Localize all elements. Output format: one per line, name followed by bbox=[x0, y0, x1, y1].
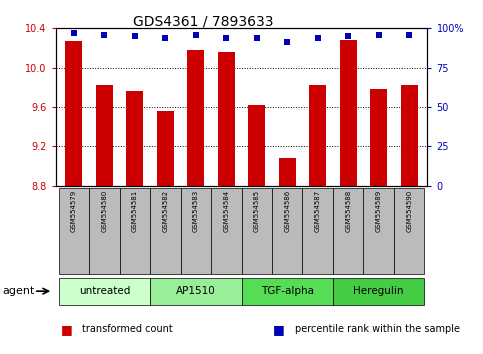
Text: GSM554579: GSM554579 bbox=[71, 190, 77, 233]
Point bbox=[222, 35, 230, 41]
Bar bbox=[181, 188, 211, 274]
Point bbox=[161, 35, 169, 41]
Bar bbox=[150, 188, 181, 274]
Bar bbox=[127, 91, 143, 186]
Text: GSM554587: GSM554587 bbox=[315, 190, 321, 233]
Text: GSM554586: GSM554586 bbox=[284, 190, 290, 233]
Point bbox=[375, 32, 383, 38]
Text: Heregulin: Heregulin bbox=[354, 286, 404, 296]
Text: GSM554589: GSM554589 bbox=[376, 190, 382, 233]
Bar bbox=[242, 278, 333, 305]
Text: GSM554590: GSM554590 bbox=[406, 190, 412, 233]
Bar bbox=[248, 105, 265, 186]
Text: untreated: untreated bbox=[79, 286, 130, 296]
Bar bbox=[340, 40, 356, 186]
Bar bbox=[96, 85, 113, 186]
Bar bbox=[211, 188, 242, 274]
Point bbox=[344, 33, 352, 39]
Bar bbox=[370, 89, 387, 186]
Text: ■: ■ bbox=[60, 323, 72, 336]
Point bbox=[314, 35, 322, 41]
Point bbox=[192, 32, 199, 38]
Text: TGF-alpha: TGF-alpha bbox=[261, 286, 314, 296]
Bar bbox=[89, 188, 120, 274]
Bar bbox=[157, 111, 174, 186]
Text: GSM554584: GSM554584 bbox=[223, 190, 229, 232]
Text: agent: agent bbox=[2, 286, 35, 296]
Bar bbox=[187, 50, 204, 186]
Text: GSM554585: GSM554585 bbox=[254, 190, 260, 232]
Bar bbox=[279, 158, 296, 186]
Bar bbox=[58, 278, 150, 305]
Text: GSM554588: GSM554588 bbox=[345, 190, 351, 233]
Bar bbox=[150, 278, 242, 305]
Text: AP1510: AP1510 bbox=[176, 286, 215, 296]
Text: ■: ■ bbox=[273, 323, 284, 336]
Bar bbox=[363, 188, 394, 274]
Point bbox=[70, 30, 78, 36]
Bar bbox=[242, 188, 272, 274]
Text: GSM554583: GSM554583 bbox=[193, 190, 199, 233]
Bar bbox=[333, 188, 363, 274]
Bar bbox=[58, 188, 89, 274]
Point bbox=[100, 32, 108, 38]
Bar bbox=[309, 85, 326, 186]
Point bbox=[405, 32, 413, 38]
Text: GSM554582: GSM554582 bbox=[162, 190, 168, 232]
Bar bbox=[120, 188, 150, 274]
Text: GDS4361 / 7893633: GDS4361 / 7893633 bbox=[133, 14, 273, 28]
Bar bbox=[218, 52, 235, 186]
Bar bbox=[66, 41, 82, 186]
Bar bbox=[401, 85, 417, 186]
Bar bbox=[272, 188, 302, 274]
Text: percentile rank within the sample: percentile rank within the sample bbox=[295, 324, 460, 334]
Point bbox=[253, 35, 261, 41]
Point bbox=[131, 33, 139, 39]
Text: GSM554580: GSM554580 bbox=[101, 190, 107, 233]
Bar bbox=[394, 188, 425, 274]
Point bbox=[284, 40, 291, 45]
Text: GSM554581: GSM554581 bbox=[132, 190, 138, 233]
Text: transformed count: transformed count bbox=[82, 324, 173, 334]
Bar bbox=[333, 278, 425, 305]
Bar bbox=[302, 188, 333, 274]
